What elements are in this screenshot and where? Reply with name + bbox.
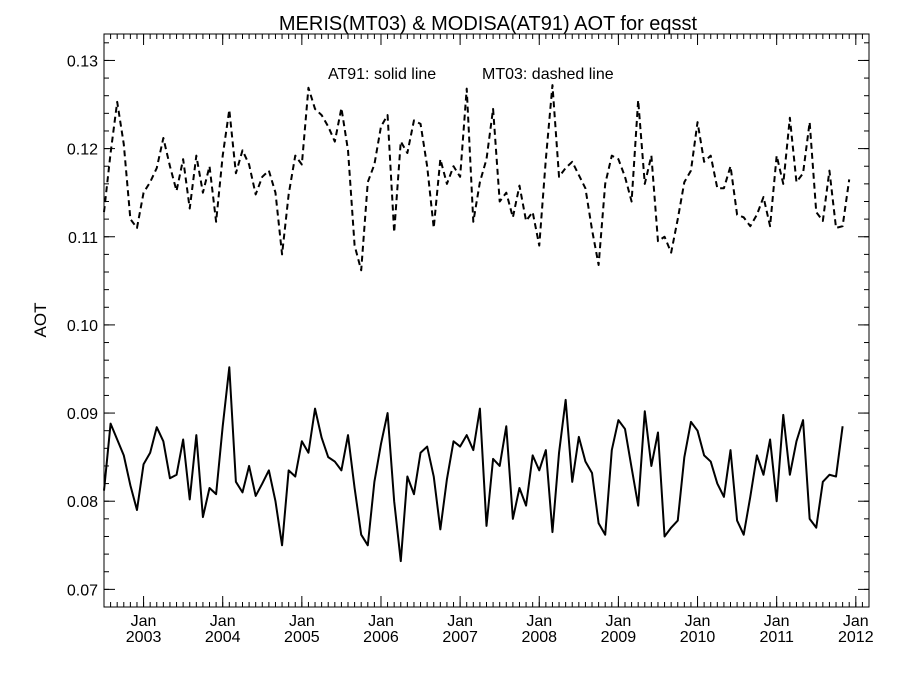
x-tick-label-year: 2003 — [126, 629, 162, 646]
x-tick-label-year: 2006 — [363, 629, 399, 646]
x-tick-label-year: 2009 — [601, 629, 637, 646]
annotation-mt03-dashed-line: MT03: dashed line — [482, 66, 614, 83]
y-tick-label: 0.08 — [67, 494, 98, 511]
series-line-mt03 — [103, 84, 851, 272]
x-tick-label-year: 2008 — [521, 629, 557, 646]
x-tick-label-month: Jan — [843, 613, 869, 630]
x-tick-label-year: 2007 — [442, 629, 478, 646]
x-tick-label-year: 2005 — [284, 629, 320, 646]
x-tick-label-month: Jan — [447, 613, 473, 630]
annotation-at91-solid-line: AT91: solid line — [328, 66, 436, 83]
y-axis-label: AOT — [31, 303, 50, 338]
x-tick-label-month: Jan — [289, 613, 315, 630]
y-tick-label: 0.09 — [67, 406, 98, 423]
chart-title: MERIS(MT03) & MODISA(AT91) AOT for eqsst — [279, 13, 698, 35]
x-tick-label-year: 2012 — [838, 629, 874, 646]
y-tick-label: 0.07 — [67, 582, 98, 599]
y-tick-label: 0.11 — [68, 230, 98, 247]
x-tick-label-month: Jan — [685, 613, 711, 630]
plot-area: Jan2003Jan2004Jan2005Jan2006Jan2007Jan20… — [67, 33, 874, 646]
x-tick-label-month: Jan — [526, 613, 552, 630]
x-tick-label-month: Jan — [605, 613, 631, 630]
series-line-at91 — [103, 366, 844, 563]
x-tick-label-month: Jan — [210, 613, 236, 630]
x-tick-label-year: 2010 — [680, 629, 716, 646]
x-tick-label-month: Jan — [368, 613, 394, 630]
x-tick-label-year: 2011 — [759, 629, 794, 646]
x-tick-label-month: Jan — [764, 613, 790, 630]
x-tick-label-month: Jan — [131, 613, 157, 630]
y-tick-label: 0.10 — [67, 318, 98, 335]
x-tick-label-year: 2004 — [205, 629, 241, 646]
y-tick-label: 0.12 — [67, 142, 98, 159]
y-tick-label: 0.13 — [67, 53, 98, 70]
